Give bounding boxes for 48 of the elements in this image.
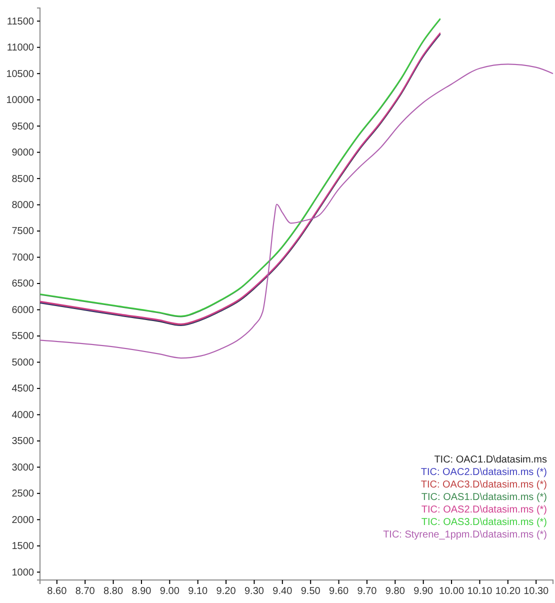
y-tick-label: 1000 [12,567,34,578]
y-tick-label: 1500 [12,541,34,552]
x-tick-label: 9.60 [329,586,349,598]
y-tick-label: 9500 [12,121,34,132]
x-tick-label: 9.50 [300,586,321,598]
y-tick-label: 11000 [6,42,34,54]
y-tick-label: 7500 [12,226,34,238]
x-tick-label: 9.10 [188,586,208,598]
x-tick-label: 9.30 [244,586,264,598]
x-tick-label: 9.00 [160,586,180,598]
x-tick-label: 9.70 [357,586,378,598]
y-tick-label: 9000 [12,148,34,159]
x-tick-label: 8.60 [47,586,68,598]
x-tick-label: 10.30 [524,586,550,598]
x-tick-label: 10.00 [439,586,464,598]
y-tick-label: 11500 [6,16,34,28]
x-tick-label: 9.90 [414,586,434,598]
y-tick-label: 4500 [12,384,34,395]
y-tick-label: 2500 [12,488,34,500]
y-tick-label: 10000 [6,95,34,106]
text: TIC: OAS3.D\datasim.ms (*) [421,517,547,528]
y-tick-label: 6500 [12,278,34,290]
y-tick-label: 3500 [12,436,34,448]
x-tick-label: 9.80 [385,586,406,598]
y-tick-label: 5500 [12,331,34,342]
text: TIC: OAS1.D\datasim.ms (*) [421,492,547,503]
x-tick-label: 8.90 [132,586,152,598]
y-tick-label: 5000 [12,357,34,368]
x-tick-label: 10.10 [467,586,493,598]
text: TIC: OAC1.D\datasim.ms [434,454,547,466]
y-tick-label: 8500 [12,174,34,185]
y-tick-label: 7000 [12,252,34,264]
x-tick-label: 8.70 [75,586,96,598]
text: TIC: OAC3.D\datasim.ms (*) [420,480,547,490]
y-tick-label: 4000 [12,410,34,421]
text: TIC: OAC2.D\datasim.ms (*) [420,467,547,478]
y-tick-label: 6000 [12,304,34,316]
x-tick-label: 8.80 [104,586,124,598]
line-series [39,64,554,359]
x-tick-label: 10.20 [495,586,521,598]
y-tick-label: 10500 [6,68,34,80]
text: TIC: Styrene_1ppm.D\datasim.ms (*) [383,530,547,540]
x-tick-label: 9.40 [272,586,293,598]
text: TIC: OAS2.D\datasim.ms (*) [421,504,547,516]
y-tick-label: 8000 [12,200,34,211]
x-tick-label: 9.20 [216,586,236,598]
y-tick-label: 3000 [12,462,34,474]
y-tick-label: 2000 [12,514,34,526]
